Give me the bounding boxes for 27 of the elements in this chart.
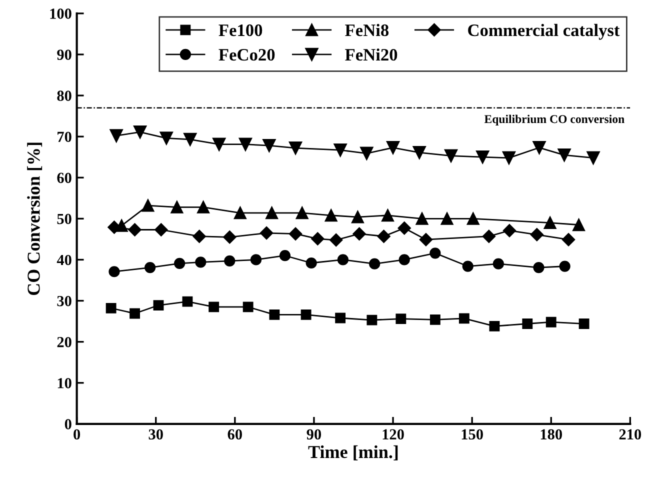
- y-tick-label: 50: [57, 214, 72, 224]
- x-tick-label: 90: [306, 429, 322, 440]
- x-tick-label: 180: [540, 429, 562, 440]
- y-axis-title: CO Conversion [%]: [27, 142, 42, 296]
- legend-label: Fe100: [218, 24, 262, 36]
- y-tick-label: 0: [64, 419, 72, 430]
- x-tick-label: 30: [148, 429, 163, 440]
- y-tick-label: 90: [57, 50, 72, 60]
- legend-label: FeNi20: [345, 48, 398, 61]
- y-tick-label: 100: [50, 8, 72, 19]
- legend-label: FeNi8: [345, 24, 389, 36]
- legend-label: Commercial catalyst: [468, 24, 620, 40]
- x-tick-label: 60: [228, 429, 242, 440]
- y-tick-label: 20: [57, 336, 72, 348]
- y-tick-label: 10: [58, 378, 72, 388]
- y-tick-label: 30: [57, 296, 72, 306]
- x-tick-label: 150: [462, 429, 483, 440]
- x-tick-label: 210: [619, 429, 642, 440]
- y-tick-label: 80: [57, 90, 72, 101]
- x-tick-label: 0: [74, 429, 80, 440]
- x-tick-label: 120: [382, 429, 404, 440]
- y-tick-label: 70: [58, 132, 72, 142]
- ref-line-label: Equilibrium CO conversion: [484, 114, 624, 126]
- y-tick-label: 60: [57, 172, 72, 184]
- legend-label: FeCo20: [218, 48, 275, 61]
- y-tick-label: 40: [56, 254, 72, 266]
- x-axis-title: Time [min.]: [308, 445, 398, 460]
